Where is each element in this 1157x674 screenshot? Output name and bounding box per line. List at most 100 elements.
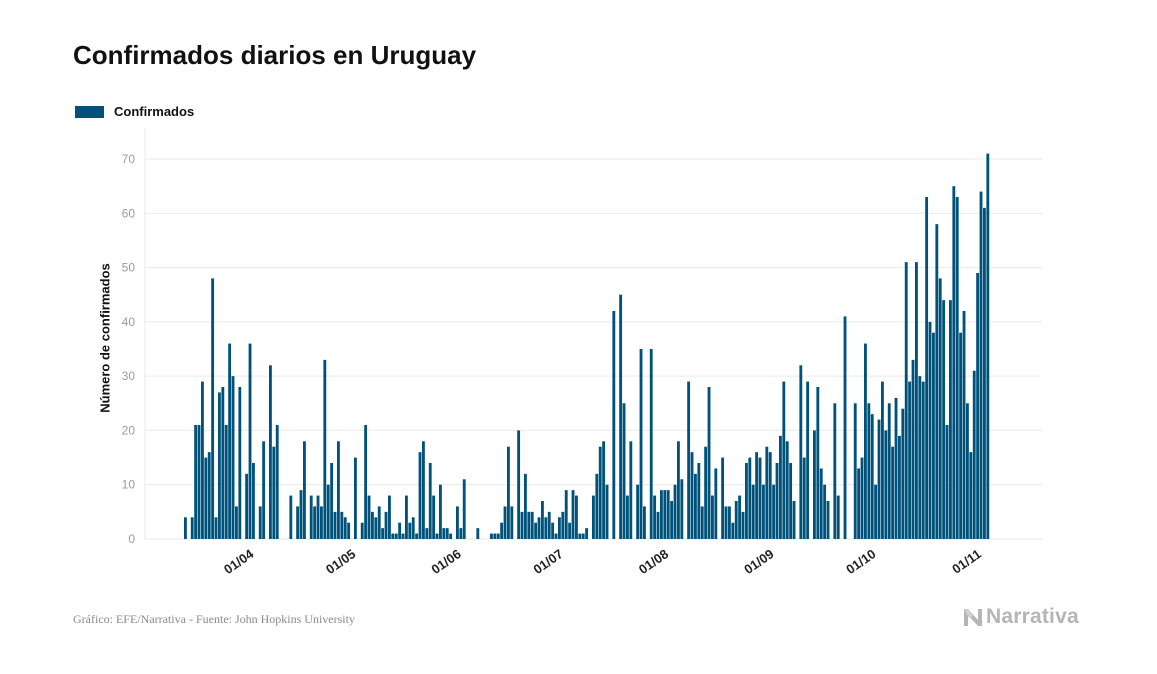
bar: [211, 278, 215, 539]
bar: [530, 511, 534, 539]
bar: [547, 511, 551, 539]
bar: [741, 511, 745, 539]
bar: [819, 468, 823, 539]
bar: [527, 511, 531, 539]
bar: [425, 528, 429, 539]
bar: [391, 533, 395, 539]
bar: [680, 479, 684, 539]
bar: [449, 533, 453, 539]
bar: [537, 517, 541, 539]
bar: [272, 446, 276, 539]
bar: [354, 457, 357, 539]
bar: [507, 446, 510, 539]
bar: [333, 511, 337, 539]
bar: [748, 457, 752, 539]
bar: [765, 446, 769, 539]
bar: [802, 457, 806, 539]
bar: [925, 197, 929, 539]
bar: [296, 506, 300, 539]
bar: [857, 468, 861, 539]
bar: [398, 522, 402, 539]
bar: [520, 511, 524, 539]
bar: [874, 484, 878, 539]
bar: [955, 197, 959, 539]
bar: [394, 533, 398, 539]
bar: [456, 506, 459, 539]
bar: [612, 311, 616, 539]
bar: [751, 484, 755, 539]
bar: [904, 262, 908, 539]
bar: [252, 463, 255, 539]
bar: [704, 446, 708, 539]
bar: [938, 278, 942, 539]
bar: [422, 441, 425, 539]
bar: [190, 517, 194, 539]
bar: [755, 452, 759, 539]
bar: [887, 403, 891, 539]
x-tick-label: 01/08: [636, 546, 671, 577]
bar: [836, 495, 840, 539]
bar: [813, 430, 816, 539]
bar: [758, 457, 762, 539]
bar: [867, 403, 871, 539]
y-tick-label: 0: [128, 532, 135, 546]
bar: [782, 381, 786, 539]
bar: [598, 446, 602, 539]
bar: [524, 473, 527, 539]
bar: [959, 332, 963, 539]
bar: [690, 452, 694, 539]
bar: [864, 343, 867, 539]
bar: [605, 484, 609, 539]
x-tick-label: 01/11: [949, 546, 984, 577]
bar: [381, 528, 385, 539]
bar: [371, 511, 374, 539]
bar: [833, 403, 837, 539]
bar: [316, 495, 320, 539]
bar: [792, 501, 796, 539]
bar: [184, 517, 187, 539]
y-tick-label: 60: [122, 206, 136, 220]
bar: [721, 457, 725, 539]
x-tick-label: 01/07: [530, 546, 565, 577]
bar: [581, 533, 585, 539]
bar: [799, 365, 803, 539]
y-tick-label: 10: [122, 478, 136, 492]
bar: [214, 517, 218, 539]
bar: [326, 484, 330, 539]
bar: [595, 473, 599, 539]
y-tick-labels: 0 10 20 30 40 50 60 70: [122, 152, 136, 546]
bar: [724, 506, 728, 539]
bar: [734, 501, 738, 539]
bar: [673, 484, 677, 539]
bar: [728, 506, 731, 539]
bar: [445, 528, 449, 539]
chart-title: Confirmados diarios en Uruguay: [73, 40, 477, 70]
bar: [731, 522, 735, 539]
legend: Confirmados: [75, 104, 194, 119]
bar: [779, 435, 782, 539]
bar: [853, 403, 857, 539]
bar: [432, 495, 436, 539]
bar: [401, 533, 405, 539]
bar: [785, 441, 789, 539]
bar: [218, 392, 221, 539]
bar: [952, 186, 956, 539]
bar: [745, 463, 748, 539]
bar: [806, 381, 810, 539]
bar: [775, 463, 779, 539]
bar: [843, 316, 847, 539]
bar: [340, 511, 344, 539]
x-tick-label: 01/10: [843, 546, 878, 577]
bar: [245, 473, 249, 539]
bar: [360, 522, 364, 539]
bar: [496, 533, 500, 539]
bar: [870, 414, 874, 539]
bar: [860, 457, 864, 539]
bar: [687, 381, 691, 539]
bar: [928, 321, 932, 539]
bar: [660, 490, 663, 539]
bar: [949, 300, 952, 539]
bar: [204, 457, 208, 539]
bar: [714, 468, 718, 539]
bar: [666, 490, 670, 539]
